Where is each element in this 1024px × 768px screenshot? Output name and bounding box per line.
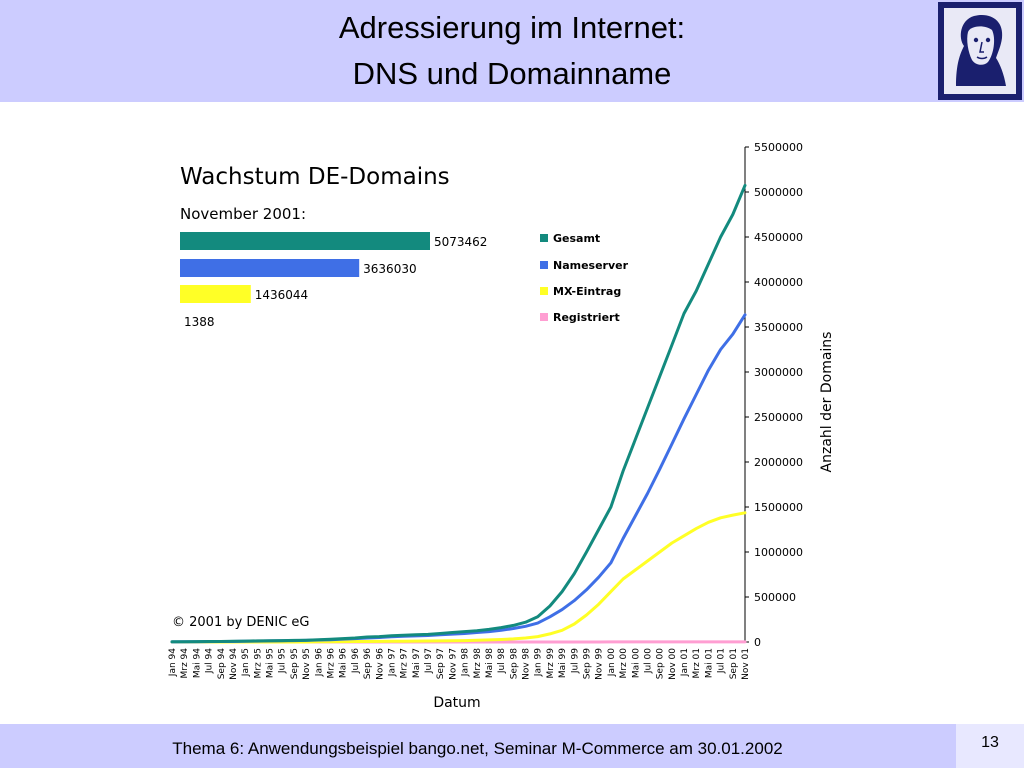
chart-copyright: © 2001 by DENIC eG [172, 615, 310, 630]
summary-bar-value: 5073462 [434, 235, 487, 249]
x-tick-label: Jan 01 [680, 648, 690, 677]
x-tick-label: Jul 01 [717, 648, 727, 674]
y-tick-label: 3000000 [754, 366, 803, 379]
x-tick-label: Mai 01 [704, 648, 714, 678]
summary-bar-value: 1436044 [255, 288, 308, 302]
x-tick-label: Nov 95 [302, 648, 312, 680]
y-tick-label: 1000000 [754, 546, 803, 559]
x-tick-label: Mai 98 [485, 648, 495, 678]
x-tick-label: Jul 99 [570, 648, 580, 674]
y-tick-label: 2000000 [754, 456, 803, 469]
x-tick-label: Nov 01 [741, 648, 751, 680]
summary-bar-gesamt [180, 232, 430, 250]
x-tick-label: Mai 99 [558, 648, 568, 678]
x-tick-label: Sep 94 [217, 648, 227, 680]
page-number-box [956, 724, 1024, 768]
x-tick-label: Jul 95 [278, 648, 288, 674]
legend-label-nameserver: Nameserver [553, 259, 629, 272]
x-tick-label: Mai 00 [631, 648, 641, 678]
x-tick-label: Sep 01 [729, 648, 739, 679]
summary-bar-value: 3636030 [363, 262, 416, 276]
page-number: 13 [981, 734, 999, 751]
x-tick-label: Sep 96 [363, 648, 373, 680]
x-tick-label: Jul 97 [424, 648, 434, 674]
x-tick-label: Jan 97 [387, 648, 397, 677]
x-tick-label: Mrz 94 [180, 648, 190, 679]
series-line-nameserver [170, 313, 747, 644]
y-tick-label: 5500000 [754, 141, 803, 154]
x-tick-label: Mai 95 [266, 648, 276, 678]
legend-swatch-registriert [540, 313, 548, 321]
x-tick-label: Nov 98 [522, 648, 532, 680]
x-tick-label: Sep 98 [509, 648, 519, 680]
slide-title: Adressierung im Internet: [338, 10, 686, 45]
legend-swatch-gesamt [540, 234, 548, 242]
x-tick-label: Mrz 95 [253, 648, 263, 679]
goethe-portrait-icon [938, 2, 1022, 100]
x-tick-label: Jan 00 [607, 648, 617, 677]
x-tick-label: Mai 96 [339, 648, 349, 678]
x-tick-label: Sep 97 [436, 648, 446, 679]
legend-label-mx-eintrag: MX-Eintrag [553, 285, 621, 298]
y-axis-label: Anzahl der Domains [819, 332, 835, 473]
x-tick-label: Sep 95 [290, 648, 300, 679]
x-tick-label: Mrz 01 [692, 648, 702, 679]
y-tick-label: 2500000 [754, 411, 803, 424]
chart-title: Wachstum DE-Domains [180, 164, 450, 190]
x-tick-label: Jan 96 [314, 648, 324, 677]
y-tick-label: 0 [754, 636, 761, 649]
x-tick-label: Mrz 97 [400, 648, 410, 679]
slide-header [0, 0, 1024, 102]
slide-subtitle: DNS und Domainname [352, 56, 672, 91]
university-logo [938, 2, 1022, 100]
x-tick-label: Mai 94 [192, 648, 202, 678]
x-tick-label: Jul 94 [205, 648, 215, 674]
x-tick-label: Jan 94 [168, 648, 178, 677]
x-tick-label: Jul 98 [497, 648, 507, 674]
x-tick-label: Sep 00 [656, 648, 666, 680]
footer-text: Thema 6: Anwendungsbeispiel bango.net, S… [172, 739, 783, 758]
summary-bar-nameserver [180, 259, 360, 277]
x-tick-label: Jan 98 [461, 648, 471, 677]
x-tick-label: Sep 99 [583, 648, 593, 680]
y-tick-label: 1500000 [754, 501, 803, 514]
series-line-gesamt [170, 183, 747, 644]
x-tick-label: Nov 97 [448, 648, 458, 680]
x-tick-label: Nov 00 [668, 648, 678, 680]
slide-footer [0, 724, 1024, 768]
x-tick-label: Jul 00 [643, 648, 653, 674]
legend-label-registriert: Registriert [553, 311, 620, 324]
y-tick-label: 5000000 [754, 186, 803, 199]
legend-swatch-mx-eintrag [540, 287, 548, 295]
y-tick-label: 4000000 [754, 276, 803, 289]
y-tick-label: 4500000 [754, 231, 803, 244]
x-tick-label: Jan 95 [241, 648, 251, 677]
x-tick-label: Nov 99 [595, 648, 605, 680]
x-tick-label: Mrz 98 [473, 648, 483, 679]
summary-bar-value: 1388 [184, 315, 215, 329]
legend-label-gesamt: Gesamt [553, 232, 600, 245]
y-tick-label: 500000 [754, 591, 796, 604]
x-tick-label: Jul 96 [351, 648, 361, 674]
x-tick-label: Mrz 96 [326, 648, 336, 679]
x-tick-label: Nov 96 [375, 648, 385, 680]
x-tick-label: Mrz 00 [619, 648, 629, 679]
legend-swatch-nameserver [540, 261, 548, 269]
x-tick-label: Mai 97 [412, 648, 422, 678]
x-tick-label: Mrz 99 [546, 648, 556, 679]
x-axis-label: Datum [433, 695, 480, 711]
x-tick-label: Jan 99 [534, 648, 544, 677]
chart-subtitle: November 2001: [180, 205, 306, 223]
x-tick-label: Nov 94 [229, 648, 239, 680]
y-tick-label: 3500000 [754, 321, 803, 334]
summary-bar-mx-eintrag [180, 285, 251, 303]
